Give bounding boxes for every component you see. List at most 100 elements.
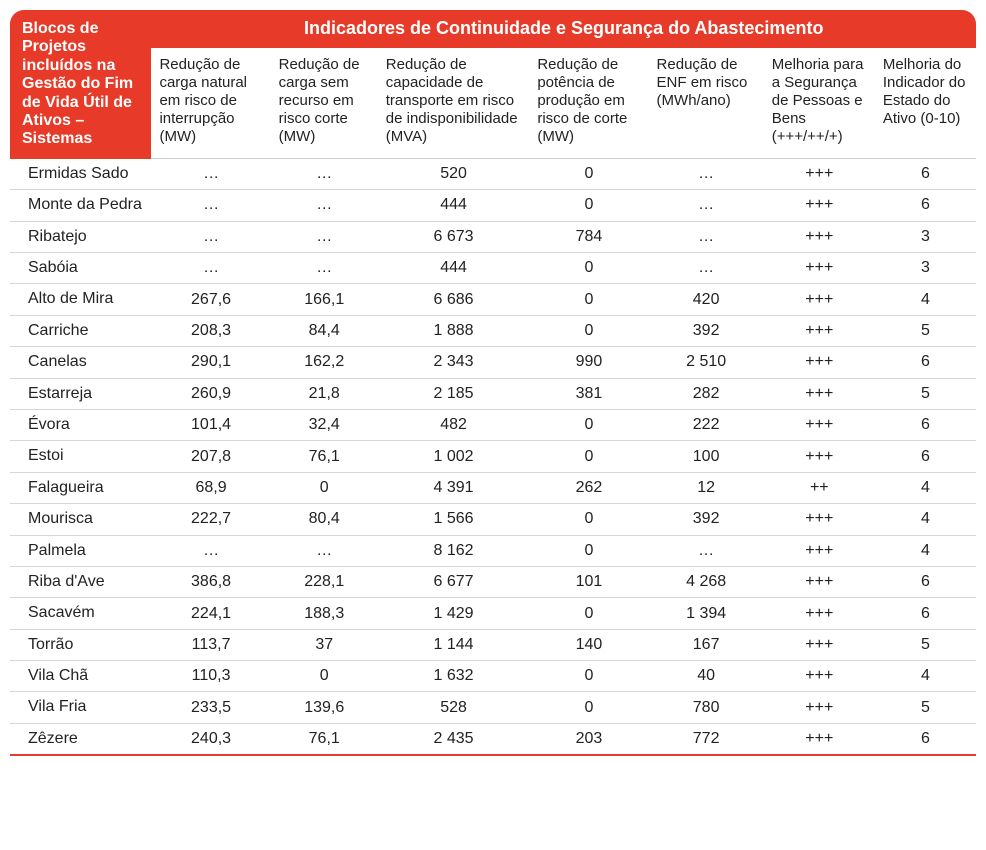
cell-value: … xyxy=(151,535,270,566)
table-row: Sabóia……4440…+++3 xyxy=(10,253,976,284)
cell-value: … xyxy=(649,159,764,190)
cell-value: +++ xyxy=(764,441,875,472)
cell-value: … xyxy=(649,253,764,284)
cell-value: ++ xyxy=(764,472,875,503)
cell-value: 282 xyxy=(649,378,764,409)
cell-value: 1 144 xyxy=(378,629,530,660)
cell-value: 188,3 xyxy=(271,598,378,629)
row-name: Falagueira xyxy=(10,472,151,503)
cell-value: +++ xyxy=(764,190,875,221)
cell-value: 0 xyxy=(529,409,648,440)
row-name: Alto de Mira xyxy=(10,284,151,315)
cell-value: +++ xyxy=(764,221,875,252)
header-span: Indicadores de Continuidade e Segurança … xyxy=(151,10,976,48)
cell-value: 0 xyxy=(529,284,648,315)
col-header-6: Melhoria do Indicador do Estado do Ativo… xyxy=(875,48,976,159)
cell-value: 784 xyxy=(529,221,648,252)
cell-value: 1 002 xyxy=(378,441,530,472)
row-name: Vila Fria xyxy=(10,692,151,723)
table-row: Falagueira68,904 39126212++4 xyxy=(10,472,976,503)
row-name: Palmela xyxy=(10,535,151,566)
cell-value: 0 xyxy=(529,661,648,692)
table-row: Monte da Pedra……4440…+++6 xyxy=(10,190,976,221)
cell-value: 2 343 xyxy=(378,347,530,378)
row-name: Estarreja xyxy=(10,378,151,409)
cell-value: 4 xyxy=(875,535,976,566)
cell-value: 386,8 xyxy=(151,566,270,597)
cell-value: … xyxy=(271,221,378,252)
row-name: Estoi xyxy=(10,441,151,472)
cell-value: 101 xyxy=(529,566,648,597)
cell-value: 6 xyxy=(875,598,976,629)
table-row: Palmela……8 1620…+++4 xyxy=(10,535,976,566)
cell-value: +++ xyxy=(764,723,875,755)
cell-value: 4 xyxy=(875,661,976,692)
cell-value: 4 xyxy=(875,284,976,315)
cell-value: 0 xyxy=(529,692,648,723)
cell-value: … xyxy=(271,535,378,566)
table-header: Blocos de Projetos incluídos na Gestão d… xyxy=(10,10,976,159)
cell-value: 4 268 xyxy=(649,566,764,597)
cell-value: +++ xyxy=(764,347,875,378)
cell-value: 113,7 xyxy=(151,629,270,660)
table-row: Estoi207,876,11 0020100+++6 xyxy=(10,441,976,472)
col-header-0: Redução de carga natural em risco de int… xyxy=(151,48,270,159)
cell-value: 167 xyxy=(649,629,764,660)
cell-value: 2 185 xyxy=(378,378,530,409)
cell-value: 222 xyxy=(649,409,764,440)
cell-value: 4 xyxy=(875,472,976,503)
cell-value: 0 xyxy=(529,535,648,566)
cell-value: 224,1 xyxy=(151,598,270,629)
cell-value: 3 xyxy=(875,253,976,284)
cell-value: 6 xyxy=(875,190,976,221)
cell-value: 21,8 xyxy=(271,378,378,409)
cell-value: 2 510 xyxy=(649,347,764,378)
row-name: Ermidas Sado xyxy=(10,159,151,190)
row-name: Riba d'Ave xyxy=(10,566,151,597)
cell-value: 392 xyxy=(649,315,764,346)
table-row: Vila Chã110,301 632040+++4 xyxy=(10,661,976,692)
cell-value: 444 xyxy=(378,190,530,221)
cell-value: 3 xyxy=(875,221,976,252)
cell-value: 444 xyxy=(378,253,530,284)
table-row: Sacavém224,1188,31 42901 394+++6 xyxy=(10,598,976,629)
table-row: Canelas290,1162,22 3439902 510+++6 xyxy=(10,347,976,378)
cell-value: 0 xyxy=(529,441,648,472)
cell-value: 5 xyxy=(875,629,976,660)
cell-value: … xyxy=(649,190,764,221)
cell-value: 6 xyxy=(875,441,976,472)
cell-value: +++ xyxy=(764,566,875,597)
cell-value: +++ xyxy=(764,378,875,409)
cell-value: 5 xyxy=(875,692,976,723)
row-name: Monte da Pedra xyxy=(10,190,151,221)
col-header-5: Melhoria para a Segurança de Pessoas e B… xyxy=(764,48,875,159)
cell-value: 12 xyxy=(649,472,764,503)
cell-value: 37 xyxy=(271,629,378,660)
cell-value: 260,9 xyxy=(151,378,270,409)
row-name: Canelas xyxy=(10,347,151,378)
cell-value: +++ xyxy=(764,504,875,535)
table-row: Mourisca222,780,41 5660392+++4 xyxy=(10,504,976,535)
cell-value: 6 xyxy=(875,409,976,440)
cell-value: 100 xyxy=(649,441,764,472)
table-row: Ribatejo……6 673784…+++3 xyxy=(10,221,976,252)
cell-value: 2 435 xyxy=(378,723,530,755)
cell-value: 262 xyxy=(529,472,648,503)
cell-value: 6 673 xyxy=(378,221,530,252)
cell-value: 0 xyxy=(271,472,378,503)
cell-value: +++ xyxy=(764,284,875,315)
table-row: Alto de Mira267,6166,16 6860420+++4 xyxy=(10,284,976,315)
cell-value: +++ xyxy=(764,253,875,284)
row-name: Mourisca xyxy=(10,504,151,535)
cell-value: 0 xyxy=(529,253,648,284)
col-header-4: Redução de ENF em risco (MWh/ano) xyxy=(649,48,764,159)
cell-value: 240,3 xyxy=(151,723,270,755)
cell-value: 8 162 xyxy=(378,535,530,566)
cell-value: 6 xyxy=(875,566,976,597)
cell-value: 40 xyxy=(649,661,764,692)
indicators-table: Blocos de Projetos incluídos na Gestão d… xyxy=(10,10,976,756)
cell-value: 0 xyxy=(271,661,378,692)
cell-value: +++ xyxy=(764,661,875,692)
table-row: Carriche208,384,41 8880392+++5 xyxy=(10,315,976,346)
cell-value: 84,4 xyxy=(271,315,378,346)
